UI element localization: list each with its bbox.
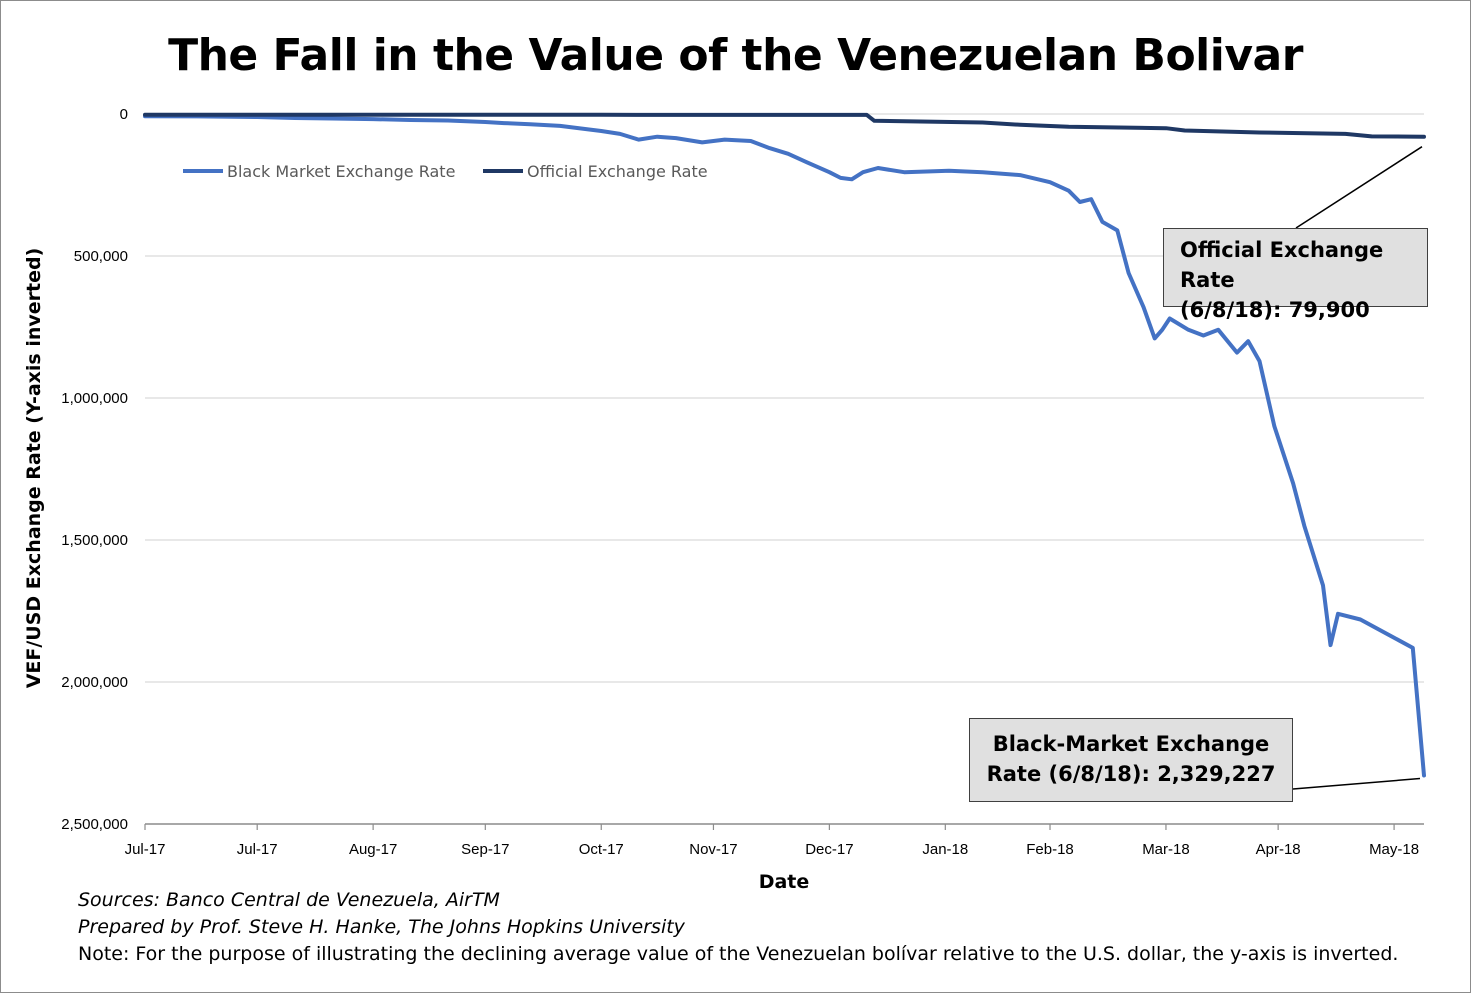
legend: Black Market Exchange Rate Official Exch… (183, 162, 708, 181)
official-callout-line2: (6/8/18): 79,900 (1180, 298, 1370, 322)
x-tick-label: Nov-17 (689, 841, 737, 858)
x-tick-label: Dec-17 (805, 841, 853, 858)
black-callout-line2: Rate (6/8/18): 2,329,227 (986, 762, 1276, 786)
callout-leader-lines (1292, 146, 1423, 790)
y-axis-label: VEF/USD Exchange Rate (Y-axis inverted) (23, 248, 45, 689)
legend-official-label: Official Exchange Rate (527, 162, 708, 181)
black-market-leader-line (1292, 777, 1421, 790)
x-tick-labels: Jul-17 Jul-17 Aug-17 Sep-17 Oct-17 Nov-17 Dec-… (125, 824, 1419, 858)
y-tick-label: 1,500,000 (61, 532, 128, 549)
x-tick-label: Sep-17 (461, 841, 509, 858)
y-tick-label: 2,000,000 (61, 674, 128, 691)
y-tick-labels: 0 500,000 1,000,000 1,500,000 2,000,000 2,500… (61, 106, 128, 833)
y-tick-label: 0 (120, 106, 128, 123)
axis-note: Note: For the purpose of illustrating th… (78, 943, 1399, 965)
footnotes: Sources: Banco Central de Venezuela, Air… (78, 887, 1398, 968)
black-market-line (143, 114, 1426, 778)
x-tick-label: Aug-17 (349, 841, 397, 858)
x-tick-label: Apr-18 (1256, 841, 1301, 858)
x-tick-label: Jul-17 (125, 841, 166, 858)
black-callout-line1: Black-Market Exchange (992, 732, 1270, 756)
y-tick-label: 2,500,000 (61, 816, 128, 833)
x-tick-label: Mar-18 (1142, 841, 1190, 858)
prepared-by-note: Prepared by Prof. Steve H. Hanke, The Jo… (78, 916, 685, 938)
x-tick-label: Jan-18 (922, 841, 968, 858)
y-tick-label: 1,000,000 (61, 390, 128, 407)
x-tick-label: Feb-18 (1026, 841, 1074, 858)
x-axis-label: Date (759, 871, 810, 893)
sources-note: Sources: Banco Central de Venezuela, Air… (78, 889, 500, 911)
official-rate-line (143, 112, 1426, 139)
y-tick-label: 500,000 (74, 248, 128, 265)
series-lines (143, 112, 1426, 778)
chart-title: The Fall in the Value of the Venezuelan … (168, 30, 1303, 81)
gridlines (145, 113, 1424, 683)
official-leader-line (1295, 146, 1423, 229)
legend-black-label: Black Market Exchange Rate (227, 162, 455, 181)
x-tick-label: Jul-17 (237, 841, 278, 858)
official-rate-callout: Official Exchange Rate (6/8/18): 79,900 (1163, 228, 1428, 322)
x-tick-label: May-18 (1369, 841, 1419, 858)
official-callout-line1: Official Exchange Rate (1180, 238, 1384, 292)
black-rate-callout: Black-Market Exchange Rate (6/8/18): 2,3… (969, 718, 1293, 802)
x-tick-label: Oct-17 (579, 841, 624, 858)
